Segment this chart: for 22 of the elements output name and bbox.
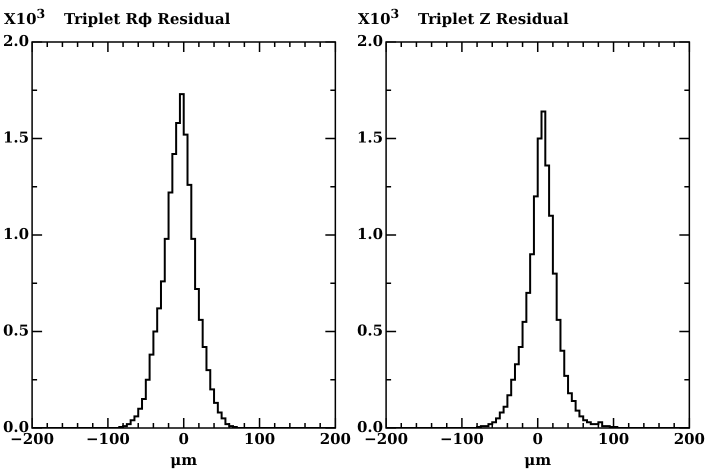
x-tick-label: 200 [674,430,705,448]
y-tick-label: 0.5 [2,321,30,340]
y-axis-title: X10$^{3}$ [4,6,46,28]
y-tick-label: 1.5 [356,128,384,146]
x-tick-label: 0 [532,430,543,448]
x-tick-label: −100 [440,430,484,448]
y-axis-title: X10$^{3}$ [358,6,400,28]
x-tick-label: −100 [86,430,130,448]
y-tick-label: 2.0 [356,32,384,50]
y-tick-label: 2.0 [2,32,30,50]
x-axis-title: μm [524,450,552,469]
x-tick-label: 100 [598,430,630,448]
y-tick-label: 1.5 [2,128,30,146]
chart-title: Triplet Rϕ Residual [64,10,230,28]
y-tick-label: 0.5 [356,321,384,340]
chart-title: Triplet Z Residual [418,10,569,28]
y-tick-label: 1.0 [356,224,384,243]
x-tick-label: 100 [244,430,276,448]
x-tick-label: 0 [178,430,189,448]
x-tick-label: 200 [320,430,351,448]
x-axis-title: μm [170,450,198,469]
y-tick-label: 1.0 [2,224,30,243]
